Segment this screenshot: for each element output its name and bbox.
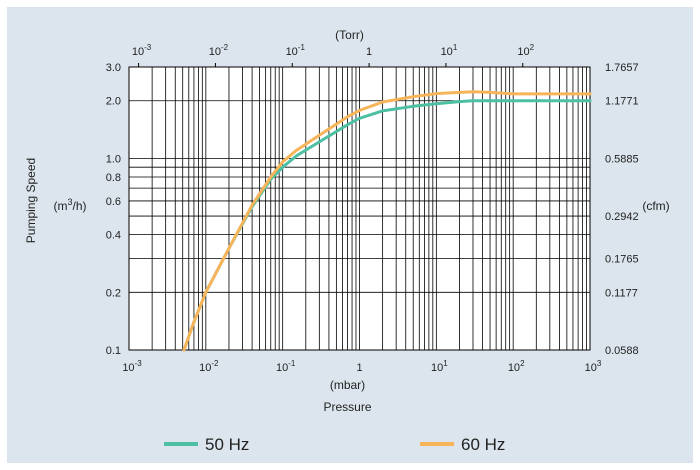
x-tick-label-top: 102 <box>517 43 534 58</box>
x-tick-label-top: 10-1 <box>286 43 306 58</box>
y-tick-label-left: 0.6 <box>106 196 121 208</box>
data-point <box>346 123 349 126</box>
data-point <box>488 91 492 94</box>
data-point <box>295 149 298 152</box>
data-point <box>412 105 415 108</box>
y-tick-label-left: 1.0 <box>106 153 121 165</box>
y-tick-label-left: 0.8 <box>106 172 121 184</box>
data-point <box>250 204 254 207</box>
data-point <box>318 140 321 144</box>
y-tick-label-left: 0.4 <box>106 230 121 242</box>
data-point <box>435 102 438 105</box>
x-axis-unit-bottom: (mbar) <box>330 378 365 392</box>
x-tick-label-bottom: 1 <box>356 362 362 374</box>
data-point <box>512 99 515 102</box>
data-point <box>192 320 196 324</box>
chart-figure: 10-3 10-2 10-1 1 101 102 103 10-3 10-2 10-1 1 101 10… <box>7 7 693 463</box>
x-tick-label-top: 1 <box>366 46 372 58</box>
x-tick-label-top: 101 <box>441 43 458 58</box>
x-tick-label-top: 10-2 <box>209 43 229 58</box>
data-point <box>458 100 461 103</box>
data-point <box>281 160 284 163</box>
x-tick-label-bottom: 103 <box>585 359 602 374</box>
y-tick-label-right: 1.1771 <box>605 96 639 108</box>
data-point <box>381 100 384 104</box>
data-point <box>204 291 207 294</box>
y-tick-label-right: 0.1177 <box>605 287 638 299</box>
x-axis-label: Pressure <box>323 400 371 414</box>
x-tick-label-bottom: 10-3 <box>122 359 142 374</box>
data-point <box>281 166 284 169</box>
data-point <box>588 99 592 102</box>
y-tick-label-right: 0.2942 <box>605 211 639 223</box>
y-tick-label-right: 1.7657 <box>605 62 639 74</box>
y-tick-label-right: 0.0588 <box>605 345 639 357</box>
y-tick-label-left: 0.1 <box>106 345 121 357</box>
data-point <box>471 90 475 93</box>
data-point <box>471 99 475 102</box>
y-axis-unit-right: (cfm) <box>642 199 669 213</box>
data-point <box>346 115 349 118</box>
x-tick-label-bottom: 101 <box>431 359 448 374</box>
data-point <box>435 92 438 95</box>
y-tick-label-left: 3.0 <box>106 62 121 74</box>
y-axis-label-left: Pumping Speed <box>24 158 38 243</box>
x-tick-label-bottom: 102 <box>508 359 525 374</box>
pumping-speed-chart: 10-3 10-2 10-1 1 101 102 103 10-3 10-2 10-1 1 101 10… <box>24 28 670 454</box>
data-point <box>269 175 272 179</box>
data-point <box>358 109 361 112</box>
plot-frame <box>128 66 591 351</box>
data-point <box>358 117 361 120</box>
y-tick-label-right: 0.5885 <box>605 153 639 165</box>
data-point <box>458 91 461 94</box>
y-axis-unit-left: (m3/h) <box>53 197 86 213</box>
y-tick-label-left: 2.0 <box>106 96 121 108</box>
legend-label: 50 Hz <box>205 435 249 454</box>
y-tick-label-left: 0.2 <box>106 287 121 299</box>
x-tick-label-bottom: 10-2 <box>199 359 219 374</box>
y-tick-label-right: 0.1765 <box>605 254 639 266</box>
legend-label: 60 Hz <box>461 435 505 454</box>
data-point <box>588 92 592 96</box>
data-point <box>412 95 415 98</box>
data-point <box>295 154 298 158</box>
data-point <box>381 109 384 113</box>
data-point <box>227 247 231 250</box>
data-point <box>182 348 186 352</box>
x-axis-unit-top: (Torr) <box>335 28 364 42</box>
data-point <box>512 92 515 96</box>
x-tick-label-bottom: 10-1 <box>276 359 296 374</box>
data-point <box>318 134 321 137</box>
x-tick-label-top: 10-3 <box>132 43 152 58</box>
